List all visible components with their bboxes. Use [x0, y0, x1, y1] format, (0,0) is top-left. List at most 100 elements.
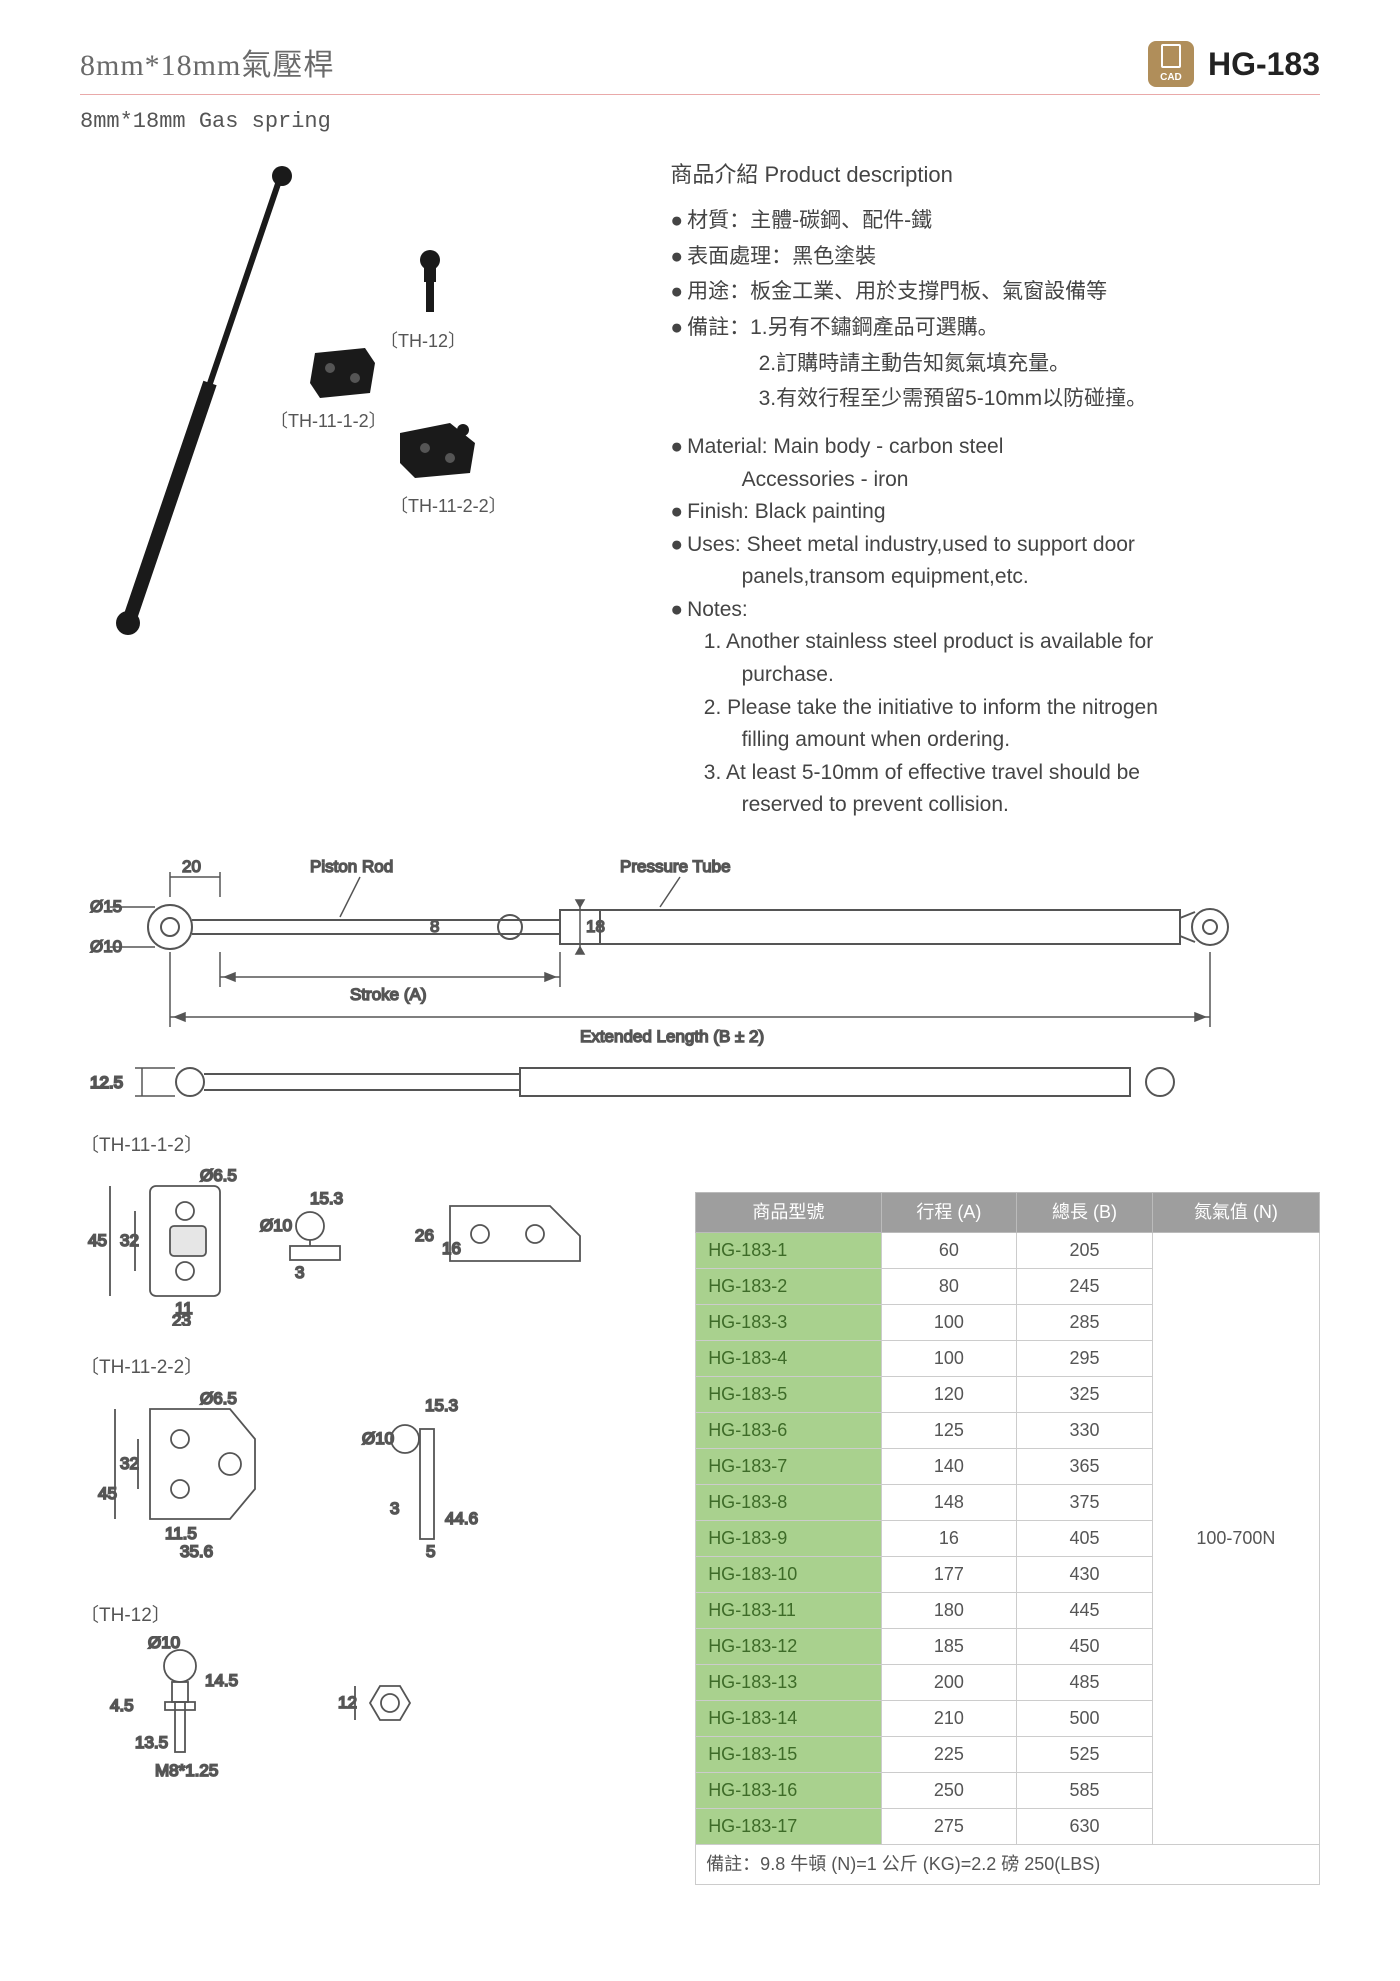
col-nitrogen: 氮氣值 (N)	[1152, 1192, 1319, 1232]
cell-model: HG-183-6	[696, 1412, 881, 1448]
desc-en-note3a: 3. At least 5-10mm of effective travel s…	[670, 757, 1320, 790]
cell-length: 445	[1017, 1592, 1153, 1628]
top-section: 〔TH-12〕 〔TH-11-1-2〕 〔TH-11-2-2〕 商品介紹 Pro…	[80, 158, 1320, 822]
cell-model: HG-183-12	[696, 1628, 881, 1664]
cell-length: 295	[1017, 1340, 1153, 1376]
cell-stroke: 16	[881, 1520, 1017, 1556]
cad-badge-icon: CAD	[1148, 41, 1194, 87]
cell-model: HG-183-8	[696, 1484, 881, 1520]
cell-length: 365	[1017, 1448, 1153, 1484]
cell-nitrogen: 100-700N	[1152, 1232, 1319, 1844]
th12-image	[410, 248, 450, 318]
svg-text:5: 5	[426, 1542, 435, 1561]
cell-length: 630	[1017, 1808, 1153, 1844]
desc-en-note3b: reserved to prevent collision.	[670, 789, 1320, 822]
desc-en-note2a: 2. Please take the initiative to inform …	[670, 692, 1320, 725]
cell-stroke: 180	[881, 1592, 1017, 1628]
svg-text:3: 3	[295, 1263, 304, 1282]
table-footnote-row: 備註：9.8 牛頓 (N)=1 公斤 (KG)=2.2 磅 250(LBS)	[696, 1844, 1320, 1884]
cell-stroke: 80	[881, 1268, 1017, 1304]
svg-text:Ø10: Ø10	[362, 1429, 394, 1448]
desc-en-note1b: purchase.	[670, 659, 1320, 692]
svg-text:32: 32	[120, 1231, 139, 1250]
desc-cn-note3: 3.有效行程至少需預留5-10mm以防碰撞。	[670, 381, 1320, 417]
description-block: 商品介紹 Product description 材質：主體-碳鋼、配件-鐵 表…	[670, 158, 1320, 822]
svg-text:11.5: 11.5	[165, 1524, 197, 1543]
desc-cn-notes: 備註：1.另有不鏽鋼產品可選購。	[670, 310, 1320, 346]
svg-text:44.6: 44.6	[445, 1509, 478, 1528]
svg-text:Pressure Tube: Pressure Tube	[620, 857, 731, 876]
cell-stroke: 210	[881, 1700, 1017, 1736]
cell-stroke: 100	[881, 1340, 1017, 1376]
cell-stroke: 275	[881, 1808, 1017, 1844]
cell-model: HG-183-11	[696, 1592, 881, 1628]
desc-cn-finish: 表面處理：黑色塗裝	[670, 239, 1320, 275]
svg-text:4.5: 4.5	[110, 1696, 134, 1715]
col-model: 商品型號	[696, 1192, 881, 1232]
desc-cn-list: 材質：主體-碳鋼、配件-鐵 表面處理：黑色塗裝 用途：板金工業、用於支撐門板、氣…	[670, 203, 1320, 417]
cell-model: HG-183-7	[696, 1448, 881, 1484]
cell-length: 325	[1017, 1376, 1153, 1412]
col-length: 總長 (B)	[1017, 1192, 1153, 1232]
page-header: 8mm*18mm氣壓桿 CAD HG-183	[80, 40, 1320, 95]
cell-stroke: 125	[881, 1412, 1017, 1448]
svg-text:26: 26	[415, 1226, 434, 1245]
table-header-row: 商品型號 行程 (A) 總長 (B) 氮氣值 (N)	[696, 1192, 1320, 1232]
cell-length: 205	[1017, 1232, 1153, 1268]
cell-length: 485	[1017, 1664, 1153, 1700]
cell-stroke: 140	[881, 1448, 1017, 1484]
cell-model: HG-183-2	[696, 1268, 881, 1304]
svg-text:12.5: 12.5	[90, 1073, 123, 1092]
cell-length: 500	[1017, 1700, 1153, 1736]
svg-text:23: 23	[172, 1311, 191, 1326]
svg-text:8: 8	[430, 917, 439, 936]
cell-stroke: 250	[881, 1772, 1017, 1808]
cell-model: HG-183-16	[696, 1772, 881, 1808]
svg-text:Ø15: Ø15	[90, 897, 122, 916]
svg-text:15.3: 15.3	[425, 1396, 458, 1415]
th1122-label: 〔TH-11-2-2〕	[390, 493, 507, 520]
cell-model: HG-183-4	[696, 1340, 881, 1376]
desc-en-material: Material: Main body - carbon steel	[670, 431, 1320, 464]
svg-text:15.3: 15.3	[310, 1189, 343, 1208]
desc-en-finish: Finish: Black painting	[670, 496, 1320, 529]
cell-length: 245	[1017, 1268, 1153, 1304]
cell-stroke: 120	[881, 1376, 1017, 1412]
svg-text:M8*1.25: M8*1.25	[155, 1761, 218, 1780]
cell-model: HG-183-17	[696, 1808, 881, 1844]
svg-text:Stroke (A): Stroke (A)	[350, 985, 427, 1004]
cell-length: 430	[1017, 1556, 1153, 1592]
product-photo-area: 〔TH-12〕 〔TH-11-1-2〕 〔TH-11-2-2〕	[80, 158, 650, 678]
cell-model: HG-183-15	[696, 1736, 881, 1772]
svg-text:18: 18	[586, 917, 605, 936]
desc-en-uses: Uses: Sheet metal industry,used to suppo…	[670, 529, 1320, 562]
cell-stroke: 225	[881, 1736, 1017, 1772]
desc-en-note1a: 1. Another stainless steel product is av…	[670, 626, 1320, 659]
table-footnote: 備註：9.8 牛頓 (N)=1 公斤 (KG)=2.2 磅 250(LBS)	[696, 1844, 1320, 1884]
svg-text:16: 16	[442, 1239, 461, 1258]
th1112-label: 〔TH-11-1-2〕	[270, 408, 387, 435]
svg-text:Ø6.5: Ø6.5	[200, 1166, 237, 1185]
cell-model: HG-183-5	[696, 1376, 881, 1412]
header-right: CAD HG-183	[1148, 40, 1320, 88]
cell-stroke: 100	[881, 1304, 1017, 1340]
cell-length: 375	[1017, 1484, 1153, 1520]
bottom-section: 〔TH-11-1-2〕 45 32 11 23 Ø6.5	[80, 1132, 1320, 1885]
svg-text:14.5: 14.5	[205, 1671, 238, 1690]
cell-length: 405	[1017, 1520, 1153, 1556]
svg-text:20: 20	[182, 857, 201, 876]
cell-length: 330	[1017, 1412, 1153, 1448]
title-cn: 8mm*18mm氣壓桿	[80, 43, 334, 88]
svg-text:12: 12	[338, 1693, 357, 1712]
cell-stroke: 60	[881, 1232, 1017, 1268]
cell-model: HG-183-14	[696, 1700, 881, 1736]
svg-text:35.6: 35.6	[180, 1542, 213, 1561]
th12-drawing: 〔TH-12〕 Ø10 14.5 4.5 13.5 M8*1.25	[80, 1602, 675, 1795]
cad-label: CAD	[1160, 70, 1182, 85]
spec-table-wrap: 商品型號 行程 (A) 總長 (B) 氮氣值 (N) HG-183-160205…	[695, 1132, 1320, 1885]
desc-en-material2: Accessories - iron	[670, 464, 1320, 497]
desc-cn-note2: 2.訂購時請主動告知氮氣填充量。	[670, 346, 1320, 382]
desc-en-uses2: panels,transom equipment,etc.	[670, 561, 1320, 594]
cell-model: HG-183-3	[696, 1304, 881, 1340]
col-stroke: 行程 (A)	[881, 1192, 1017, 1232]
